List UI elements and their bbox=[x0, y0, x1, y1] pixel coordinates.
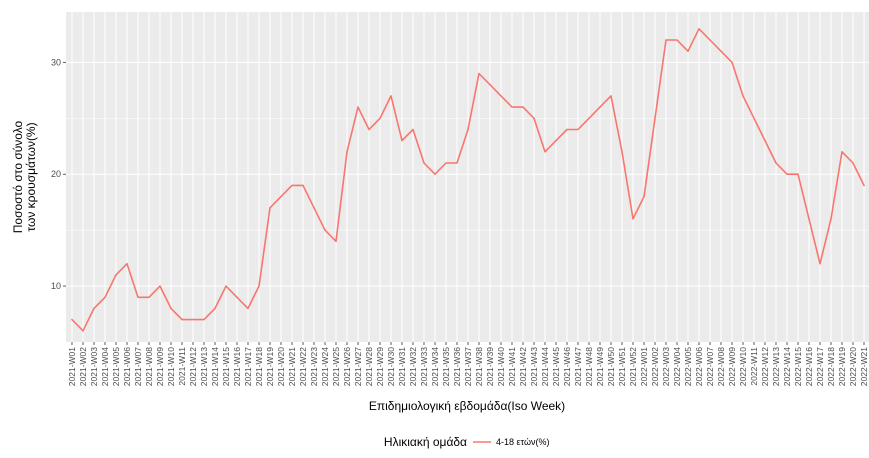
x-tick-label: 2021-W12 bbox=[188, 347, 198, 386]
x-tick-label: 2021-W03 bbox=[89, 347, 99, 386]
x-tick-label: 2022-W16 bbox=[804, 347, 814, 386]
x-tick-label: 2021-W10 bbox=[166, 347, 176, 386]
y-axis-title-line-1: Ποσοστό στο σύνολο bbox=[11, 120, 25, 233]
x-tick-label: 2021-W27 bbox=[353, 347, 363, 386]
x-tick-label: 2022-W15 bbox=[793, 347, 803, 386]
y-tick-label: 30 bbox=[51, 57, 61, 67]
x-tick-label: 2021-W37 bbox=[463, 347, 473, 386]
x-tick-label: 2021-W44 bbox=[540, 347, 550, 386]
x-tick-label: 2022-W10 bbox=[738, 347, 748, 386]
y-tick-label: 10 bbox=[51, 281, 61, 291]
x-tick-label: 2021-W40 bbox=[496, 347, 506, 386]
x-axis-title: Επιδημιολογική εβδομάδα(Iso Week) bbox=[369, 399, 565, 413]
x-tick-label: 2021-W19 bbox=[265, 347, 275, 386]
x-tick-label: 2021-W31 bbox=[397, 347, 407, 386]
x-tick-label: 2021-W36 bbox=[452, 347, 462, 386]
x-tick-label: 2021-W52 bbox=[628, 347, 638, 386]
x-tick-label: 2021-W13 bbox=[199, 347, 209, 386]
x-tick-label: 2021-W28 bbox=[364, 347, 374, 386]
x-tick-label: 2021-W16 bbox=[232, 347, 242, 386]
x-tick-label: 2021-W17 bbox=[243, 347, 253, 386]
x-tick-label: 2022-W07 bbox=[705, 347, 715, 386]
y-axis: 10 20 30 bbox=[51, 57, 66, 291]
x-tick-label: 2021-W04 bbox=[100, 347, 110, 386]
x-tick-label: 2021-W15 bbox=[221, 347, 231, 386]
x-tick-label: 2021-W21 bbox=[287, 347, 297, 386]
x-tick-label: 2022-W13 bbox=[771, 347, 781, 386]
x-tick-label: 2021-W20 bbox=[276, 347, 286, 386]
x-tick-label: 2021-W39 bbox=[485, 347, 495, 386]
x-tick-label: 2021-W24 bbox=[320, 347, 330, 386]
x-tick-label: 2021-W47 bbox=[573, 347, 583, 386]
x-tick-label: 2021-W33 bbox=[419, 347, 429, 386]
x-tick-label: 2022-W09 bbox=[727, 347, 737, 386]
x-tick-label: 2022-W06 bbox=[694, 347, 704, 386]
x-tick-label: 2021-W14 bbox=[210, 347, 220, 386]
x-tick-label: 2021-W45 bbox=[551, 347, 561, 386]
x-tick-label: 2021-W48 bbox=[584, 347, 594, 386]
x-tick-label: 2022-W05 bbox=[683, 347, 693, 386]
x-axis: 2021-W01 2021-W02 2021-W03 2021-W04 2021-W05… bbox=[67, 342, 869, 386]
x-tick-label: 2021-W22 bbox=[298, 347, 308, 386]
x-tick-label: 2022-W21 bbox=[859, 347, 869, 386]
x-tick-label: 2021-W06 bbox=[122, 347, 132, 386]
x-tick-label: 2022-W02 bbox=[650, 347, 660, 386]
x-tick-label: 2022-W18 bbox=[826, 347, 836, 386]
x-tick-label: 2022-W19 bbox=[837, 347, 847, 386]
x-tick-label: 2021-W18 bbox=[254, 347, 264, 386]
x-tick-label: 2021-W30 bbox=[386, 347, 396, 386]
x-tick-label: 2022-W14 bbox=[782, 347, 792, 386]
y-axis-title-line-2: των κρουσμάτων(%) bbox=[24, 122, 38, 231]
legend: Ηλικιακή ομάδα 4-18 ετών(%) bbox=[384, 435, 550, 449]
x-tick-label: 2022-W12 bbox=[760, 347, 770, 386]
x-tick-label: 2021-W46 bbox=[562, 347, 572, 386]
y-tick-label: 20 bbox=[51, 169, 61, 179]
x-tick-label: 2021-W49 bbox=[595, 347, 605, 386]
x-tick-label: 2021-W09 bbox=[155, 347, 165, 386]
x-tick-label: 2021-W43 bbox=[529, 347, 539, 386]
x-tick-label: 2021-W11 bbox=[177, 347, 187, 386]
x-tick-label: 2021-W42 bbox=[518, 347, 528, 386]
x-tick-label: 2021-W05 bbox=[111, 347, 121, 386]
x-tick-label: 2021-W35 bbox=[441, 347, 451, 386]
series-layer bbox=[71, 27, 865, 332]
x-tick-label: 2021-W02 bbox=[78, 347, 88, 386]
x-tick-label: 2022-W17 bbox=[815, 347, 825, 386]
x-tick-label: 2022-W03 bbox=[661, 347, 671, 386]
x-tick-label: 2021-W34 bbox=[430, 347, 440, 386]
legend-label: 4-18 ετών(%) bbox=[496, 437, 549, 447]
x-tick-label: 2021-W07 bbox=[133, 347, 143, 386]
x-tick-label: 2022-W01 bbox=[639, 347, 649, 386]
x-tick-label: 2022-W20 bbox=[848, 347, 858, 386]
x-tick-label: 2021-W25 bbox=[331, 347, 341, 386]
x-tick-label: 2021-W38 bbox=[474, 347, 484, 386]
x-tick-label: 2021-W51 bbox=[617, 347, 627, 386]
x-tick-label: 2021-W01 bbox=[67, 347, 77, 386]
y-axis-title: Ποσοστό στο σύνολο των κρουσμάτων(%) bbox=[11, 120, 38, 233]
x-tick-label: 2022-W11 bbox=[749, 347, 759, 386]
x-tick-label: 2021-W32 bbox=[408, 347, 418, 386]
series-line bbox=[71, 27, 865, 332]
x-tick-label: 2021-W23 bbox=[309, 347, 319, 386]
x-tick-label: 2022-W04 bbox=[672, 347, 682, 386]
x-tick-label: 2022-W08 bbox=[716, 347, 726, 386]
x-tick-label: 2021-W08 bbox=[144, 347, 154, 386]
x-tick-label: 2021-W29 bbox=[375, 347, 385, 386]
x-tick-label: 2021-W26 bbox=[342, 347, 352, 386]
x-tick-label: 2021-W41 bbox=[507, 347, 517, 386]
x-tick-label: 2021-W50 bbox=[606, 347, 616, 386]
legend-title: Ηλικιακή ομάδα bbox=[384, 435, 467, 449]
